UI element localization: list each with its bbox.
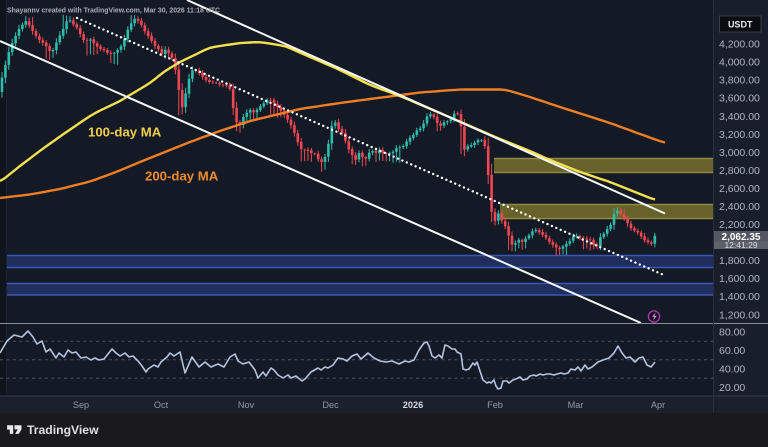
- svg-text:Oct: Oct: [154, 400, 169, 410]
- svg-text:80.00: 80.00: [719, 327, 745, 339]
- svg-text:Shayannv created with TradingV: Shayannv created with TradingView.com, M…: [7, 8, 220, 15]
- svg-text:TradingView: TradingView: [27, 423, 99, 437]
- svg-text:3,600.00: 3,600.00: [719, 93, 760, 105]
- svg-text:Nov: Nov: [238, 400, 255, 410]
- svg-text:Apr: Apr: [651, 400, 665, 410]
- svg-text:USDT: USDT: [728, 20, 753, 30]
- svg-text:100-day MA: 100-day MA: [88, 125, 162, 140]
- svg-text:4,000.00: 4,000.00: [719, 57, 760, 69]
- svg-text:1,800.00: 1,800.00: [719, 255, 760, 267]
- svg-text:4,200.00: 4,200.00: [719, 39, 760, 51]
- svg-text:Dec: Dec: [322, 400, 339, 410]
- svg-text:1,600.00: 1,600.00: [719, 273, 760, 285]
- svg-text:20.00: 20.00: [719, 382, 745, 394]
- svg-text:2,200.00: 2,200.00: [719, 219, 760, 231]
- svg-text:200-day MA: 200-day MA: [145, 169, 219, 184]
- svg-text:1,200.00: 1,200.00: [719, 310, 760, 322]
- svg-text:2,400.00: 2,400.00: [719, 201, 760, 213]
- svg-text:3,800.00: 3,800.00: [719, 75, 760, 87]
- svg-text:3,200.00: 3,200.00: [719, 129, 760, 141]
- svg-text:60.00: 60.00: [719, 345, 745, 357]
- svg-text:2,062.35: 2,062.35: [722, 232, 761, 243]
- svg-text:Mar: Mar: [568, 400, 584, 410]
- svg-text:3,400.00: 3,400.00: [719, 111, 760, 123]
- svg-text:Sep: Sep: [73, 400, 89, 410]
- svg-text:12:41:29: 12:41:29: [724, 240, 757, 250]
- svg-text:2,800.00: 2,800.00: [719, 165, 760, 177]
- svg-text:3,000.00: 3,000.00: [719, 147, 760, 159]
- svg-text:2026: 2026: [403, 400, 423, 410]
- svg-text:40.00: 40.00: [719, 364, 745, 376]
- svg-text:Feb: Feb: [487, 400, 503, 410]
- svg-text:2,600.00: 2,600.00: [719, 183, 760, 195]
- svg-text:1,400.00: 1,400.00: [719, 291, 760, 303]
